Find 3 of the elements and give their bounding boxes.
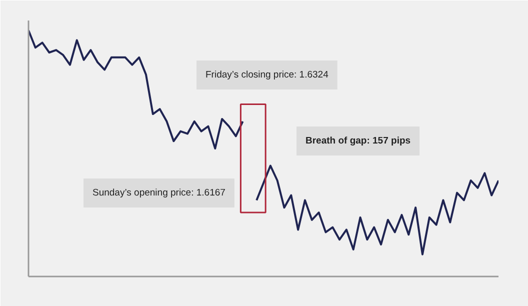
annotation: Friday’s closing price: 1.6324 xyxy=(206,70,328,80)
annotation: Breath of gap: 157 pips xyxy=(306,136,411,146)
annotation: Sunday’s opening price: 1.6167 xyxy=(92,188,226,198)
